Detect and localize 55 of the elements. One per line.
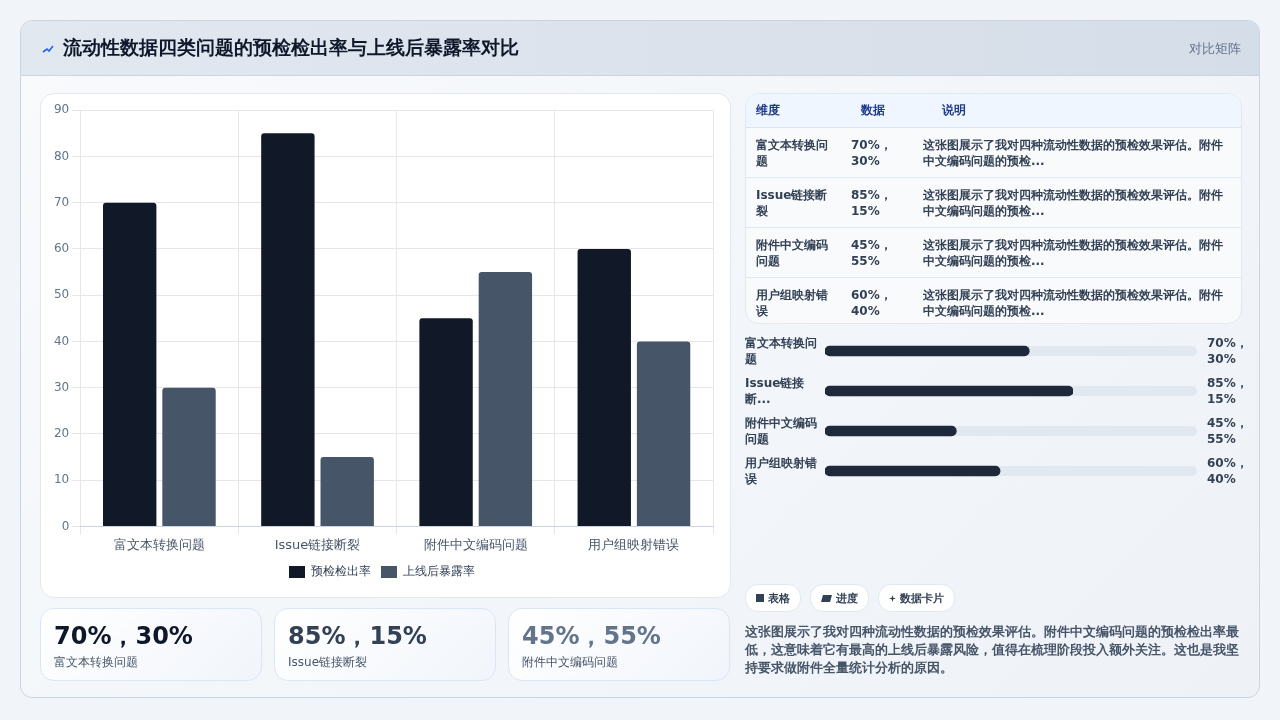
bar [419,318,473,526]
data-label: 70%，30% [1207,335,1248,368]
y-tick-label: 20 [53,426,70,441]
legend-label: 上线后暴露率 [403,564,475,579]
text: 60%，40% [851,287,892,318]
text: 85%，15% [851,187,892,218]
category-label: Issue链接断裂 [288,654,368,671]
data-label: 45%，55% [1207,415,1248,448]
y-tick-label: 80 [53,148,70,163]
data-label: 60%，40% [1207,455,1248,488]
text: 这张图展示了我对四种流动性数据的预检效果评估。附件中文编码问题的预检... [922,136,1224,169]
text: 45%，55% [522,622,661,650]
text: 对比矩阵 [1189,40,1241,58]
text: 表格 [768,590,790,606]
y-tick-label: 70 [53,194,70,209]
text: 70%，30% [54,622,193,650]
bar [636,341,691,526]
y-tick-label: 50 [53,287,70,302]
text: 45%，55% [851,237,892,268]
x-tick-label: 附件中文编码问题 [423,536,528,552]
text: 维度 [755,102,781,119]
bar [162,387,216,526]
x-tick-label: Issue链接断裂 [274,536,361,552]
category-label: Issue链接断裂 [755,186,829,219]
data-label: 85%，15% [1207,375,1248,408]
text: 说明 [941,102,968,119]
y-tick-label: 30 [53,379,70,394]
bar [320,457,374,526]
y-tick-label: 40 [53,333,70,348]
bar [103,202,157,526]
text: 数据 [859,102,886,119]
text: 85%，15% [288,622,427,650]
text: 流动性数据四类问题的预检检出率与上线后暴露率对比 [63,35,519,60]
bar [478,272,533,526]
y-tick-label: 90 [53,102,70,117]
text: 数据卡片 [900,590,944,606]
text: 这张图展示了我对四种流动性数据的预检效果评估。附件中文编码问题的预检... [922,286,1224,319]
x-tick-label: 富文本转换问题 [113,536,205,552]
y-tick-label: 附件中文编码问题 [745,415,818,448]
bar [261,133,315,526]
y-tick-label: 用户组映射错误 [745,455,818,488]
text: 这张图展示了我对四种流动性数据的预检效果评估。附件中文编码问题的预检... [922,186,1224,219]
text: 70%，30% [851,137,892,168]
x-tick-label: 用户组映射错误 [588,536,680,552]
category-label: 附件中文编码问题 [522,654,618,671]
text: 这张图展示了我对四种流动性数据的预检效果评估。附件中文编码问题的预检... [922,236,1224,269]
y-tick-label: 60 [53,241,70,256]
bar [577,248,631,526]
y-tick-label: 10 [53,472,70,487]
legend-label: 预检检出率 [311,564,371,579]
text: 这张图展示了我对四种流动性数据的预检效果评估。附件中文编码问题的预检检出率最低，这意味着它有最高的上线后暴露风险，值得在梳理阶段投入额外关注。这也是我坚持要求做附件全量统计分析的原因。 [745,623,1240,677]
y-tick-label: 0 [61,518,70,533]
y-tick-label: Issue链接断... [745,375,806,408]
y-tick-label: 富文本转换问题 [745,335,818,368]
text: 进度 [836,590,858,606]
